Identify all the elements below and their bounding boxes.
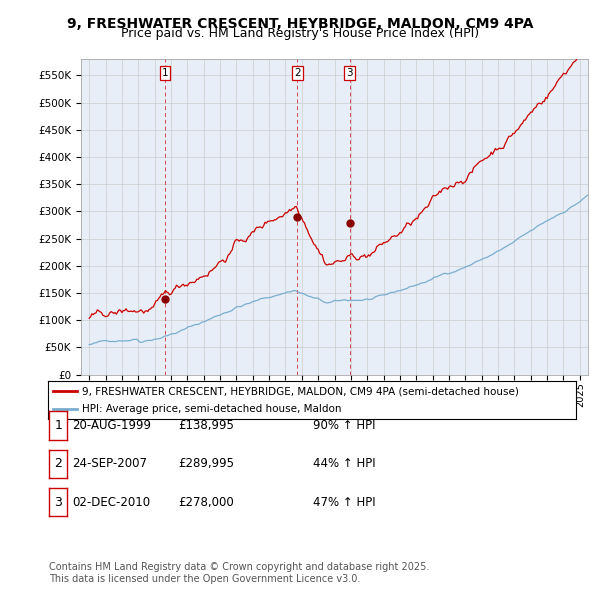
- Text: £278,000: £278,000: [178, 496, 234, 509]
- Text: 2: 2: [294, 68, 301, 78]
- Text: 3: 3: [54, 496, 62, 509]
- Text: 44% ↑ HPI: 44% ↑ HPI: [313, 457, 376, 470]
- Text: 02-DEC-2010: 02-DEC-2010: [72, 496, 150, 509]
- Text: 90% ↑ HPI: 90% ↑ HPI: [313, 419, 376, 432]
- Text: 24-SEP-2007: 24-SEP-2007: [72, 457, 147, 470]
- Text: 1: 1: [162, 68, 169, 78]
- Text: £289,995: £289,995: [178, 457, 234, 470]
- Text: 9, FRESHWATER CRESCENT, HEYBRIDGE, MALDON, CM9 4PA: 9, FRESHWATER CRESCENT, HEYBRIDGE, MALDO…: [67, 17, 533, 31]
- Text: Contains HM Land Registry data © Crown copyright and database right 2025.
This d: Contains HM Land Registry data © Crown c…: [49, 562, 430, 584]
- Text: 20-AUG-1999: 20-AUG-1999: [72, 419, 151, 432]
- Text: 1: 1: [54, 419, 62, 432]
- Text: 2: 2: [54, 457, 62, 470]
- Text: HPI: Average price, semi-detached house, Maldon: HPI: Average price, semi-detached house,…: [82, 404, 342, 414]
- Text: £138,995: £138,995: [178, 419, 234, 432]
- Text: 47% ↑ HPI: 47% ↑ HPI: [313, 496, 376, 509]
- Text: Price paid vs. HM Land Registry's House Price Index (HPI): Price paid vs. HM Land Registry's House …: [121, 27, 479, 40]
- Text: 3: 3: [346, 68, 353, 78]
- Text: 9, FRESHWATER CRESCENT, HEYBRIDGE, MALDON, CM9 4PA (semi-detached house): 9, FRESHWATER CRESCENT, HEYBRIDGE, MALDO…: [82, 386, 519, 396]
